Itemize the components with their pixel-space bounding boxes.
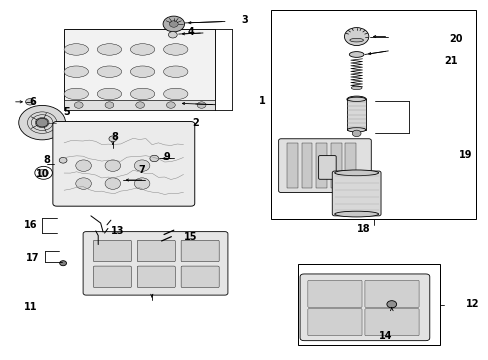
Text: 8: 8 xyxy=(112,132,119,142)
Ellipse shape xyxy=(130,88,155,100)
FancyBboxPatch shape xyxy=(331,171,380,216)
Text: 9: 9 xyxy=(163,152,169,162)
Circle shape xyxy=(60,261,66,266)
Text: 11: 11 xyxy=(23,302,37,312)
Ellipse shape xyxy=(346,128,365,132)
Ellipse shape xyxy=(346,96,366,103)
Bar xyxy=(330,143,341,188)
Text: 5: 5 xyxy=(63,107,70,117)
Circle shape xyxy=(344,28,368,45)
Ellipse shape xyxy=(97,44,122,55)
Circle shape xyxy=(150,155,158,162)
Bar xyxy=(301,143,312,188)
Bar xyxy=(271,10,475,220)
Ellipse shape xyxy=(163,66,187,77)
Circle shape xyxy=(74,102,83,108)
Ellipse shape xyxy=(163,88,187,100)
Text: 17: 17 xyxy=(25,253,39,263)
FancyBboxPatch shape xyxy=(278,139,370,193)
Circle shape xyxy=(36,118,48,127)
Text: 13: 13 xyxy=(111,226,124,236)
FancyBboxPatch shape xyxy=(300,274,429,341)
Text: 21: 21 xyxy=(444,56,457,66)
Circle shape xyxy=(109,136,117,141)
Text: 4: 4 xyxy=(187,27,194,37)
Text: 15: 15 xyxy=(184,232,197,242)
Ellipse shape xyxy=(97,88,122,100)
FancyBboxPatch shape xyxy=(93,240,131,262)
FancyBboxPatch shape xyxy=(364,280,418,307)
Ellipse shape xyxy=(97,66,122,77)
Bar xyxy=(286,143,297,188)
Ellipse shape xyxy=(349,39,363,42)
FancyBboxPatch shape xyxy=(93,266,131,288)
FancyBboxPatch shape xyxy=(181,240,219,262)
Circle shape xyxy=(197,102,205,108)
Ellipse shape xyxy=(346,97,365,102)
Text: 2: 2 xyxy=(192,118,199,128)
Text: 20: 20 xyxy=(448,35,462,44)
Text: 14: 14 xyxy=(378,331,392,341)
Circle shape xyxy=(76,160,91,171)
Circle shape xyxy=(168,32,177,38)
Ellipse shape xyxy=(348,51,363,57)
FancyBboxPatch shape xyxy=(137,266,175,288)
Bar xyxy=(298,264,439,345)
Circle shape xyxy=(76,178,91,189)
Circle shape xyxy=(136,102,144,108)
Ellipse shape xyxy=(130,66,155,77)
Bar xyxy=(346,99,365,130)
Text: 1: 1 xyxy=(259,96,265,106)
Ellipse shape xyxy=(334,170,378,176)
Circle shape xyxy=(166,102,175,108)
FancyBboxPatch shape xyxy=(307,309,361,336)
Text: 12: 12 xyxy=(466,299,479,309)
FancyBboxPatch shape xyxy=(318,156,335,179)
Circle shape xyxy=(351,130,360,136)
Bar xyxy=(345,143,355,188)
Circle shape xyxy=(19,105,65,140)
Ellipse shape xyxy=(130,44,155,55)
Ellipse shape xyxy=(64,88,88,100)
Text: 16: 16 xyxy=(24,220,38,230)
Ellipse shape xyxy=(64,44,88,55)
Circle shape xyxy=(105,178,121,189)
Circle shape xyxy=(105,160,121,171)
FancyBboxPatch shape xyxy=(53,122,194,206)
FancyBboxPatch shape xyxy=(64,30,215,110)
Bar xyxy=(64,100,215,110)
FancyBboxPatch shape xyxy=(307,280,361,307)
FancyBboxPatch shape xyxy=(364,309,418,336)
Ellipse shape xyxy=(163,44,187,55)
Bar xyxy=(316,143,326,188)
Ellipse shape xyxy=(64,66,88,77)
Circle shape xyxy=(169,21,178,27)
Text: 6: 6 xyxy=(29,97,36,107)
Circle shape xyxy=(59,157,67,163)
Ellipse shape xyxy=(350,86,361,90)
Text: 8: 8 xyxy=(43,155,50,165)
Text: 10: 10 xyxy=(36,168,49,179)
Circle shape xyxy=(134,160,150,171)
Circle shape xyxy=(25,99,34,105)
Text: 7: 7 xyxy=(139,165,145,175)
Circle shape xyxy=(39,169,48,176)
Text: 18: 18 xyxy=(356,225,369,234)
Text: 3: 3 xyxy=(241,15,247,26)
FancyBboxPatch shape xyxy=(83,231,227,295)
FancyBboxPatch shape xyxy=(181,266,219,288)
Circle shape xyxy=(105,102,114,108)
Circle shape xyxy=(134,178,150,189)
Ellipse shape xyxy=(334,211,378,217)
Text: 19: 19 xyxy=(458,150,471,160)
FancyBboxPatch shape xyxy=(137,240,175,262)
Circle shape xyxy=(386,301,396,308)
Circle shape xyxy=(163,16,184,32)
